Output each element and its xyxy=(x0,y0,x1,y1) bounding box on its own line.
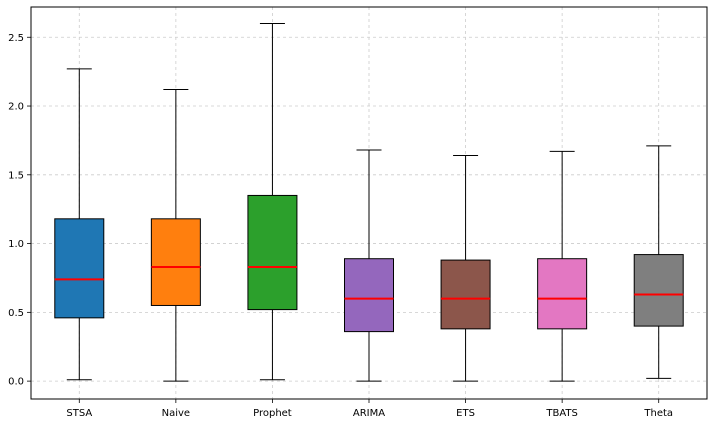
box-naive xyxy=(150,89,201,382)
x-tick-label: Prophet xyxy=(253,408,292,419)
box-ets xyxy=(440,155,491,382)
box-stsa xyxy=(54,68,105,381)
iqr-box xyxy=(54,218,105,319)
box-arima xyxy=(344,149,394,382)
iqr-box xyxy=(537,258,588,330)
x-tick-label: ARIMA xyxy=(353,408,385,419)
iqr-box xyxy=(344,258,394,333)
box-tbats xyxy=(537,150,588,382)
y-tick-label: 2.0 xyxy=(8,102,24,113)
y-axis: 0.0 0.5 1.0 1.5 2.0 2.5 xyxy=(8,33,31,388)
plot-frame xyxy=(30,6,708,400)
iqr-box xyxy=(440,259,491,330)
y-tick-label: 0.0 xyxy=(8,377,24,388)
iqr-box xyxy=(150,218,201,306)
x-tick-label: Theta xyxy=(643,408,673,419)
x-tick-label: ETS xyxy=(456,408,475,419)
y-tick-label: 1.5 xyxy=(8,170,24,181)
y-tick-label: 1.0 xyxy=(8,239,24,250)
box-series xyxy=(54,23,684,382)
y-tick-label: 0.5 xyxy=(8,308,24,319)
x-tick-label: TBATS xyxy=(545,408,578,419)
x-tick-label: Naive xyxy=(162,408,190,419)
box-prophet xyxy=(247,23,298,381)
x-axis: STSA Naive Prophet ARIMA ETS TBATS Theta xyxy=(66,399,673,419)
y-tick-label: 2.5 xyxy=(8,33,24,44)
x-tick-label: STSA xyxy=(66,408,92,419)
iqr-box xyxy=(633,254,684,327)
iqr-box xyxy=(247,194,298,311)
box-theta xyxy=(633,145,684,379)
